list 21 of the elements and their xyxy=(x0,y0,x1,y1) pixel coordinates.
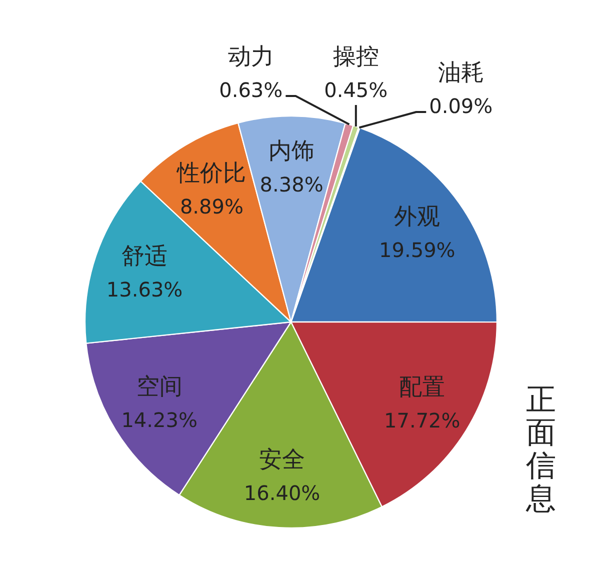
data-label: 0.45% xyxy=(324,78,388,102)
text: 正面信息 xyxy=(525,382,556,516)
slice-label: 外观 xyxy=(394,204,440,230)
data-label: 17.72% xyxy=(384,408,460,433)
slice-label: 性价比 xyxy=(176,160,246,186)
data-label: 8.89% xyxy=(180,194,244,218)
data-label: 16.40% xyxy=(244,481,320,506)
data-label: 13.63% xyxy=(106,278,183,302)
data-label: 0.09% xyxy=(429,94,493,118)
data-label: 14.23% xyxy=(121,408,198,432)
slice-label: 操控 xyxy=(332,44,379,70)
slice-label: 舒适 xyxy=(122,244,168,270)
slice-label: 内饰 xyxy=(268,138,315,164)
data-label: 19.59% xyxy=(379,238,456,262)
data-label: 0.63% xyxy=(219,78,283,102)
slice-label: 油耗 xyxy=(438,60,484,86)
data-label: 8.38% xyxy=(260,172,324,196)
slice-label: 配置 xyxy=(399,374,446,401)
slice-label: 动力 xyxy=(228,44,274,70)
slice-label: 空间 xyxy=(136,374,182,400)
slice-label: 安全 xyxy=(259,447,306,474)
